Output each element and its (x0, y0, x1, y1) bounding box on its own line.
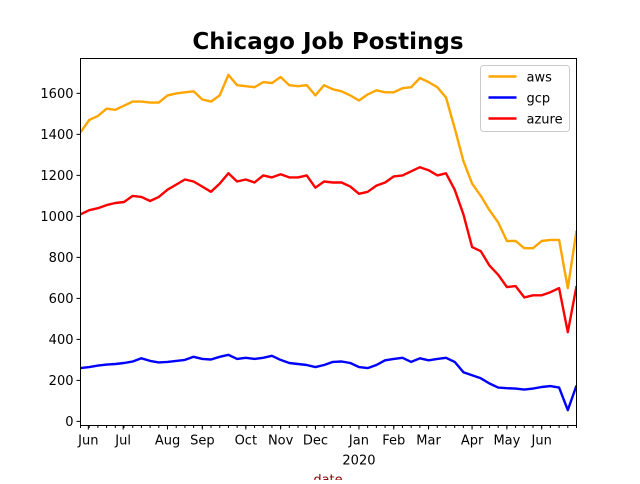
x-tick-label: May (493, 434, 520, 449)
x-tick-label: Sep (190, 434, 215, 449)
series-line-azure (80, 165, 577, 334)
legend-label-azure: azure (527, 113, 563, 128)
y-tick-label: 200 (49, 374, 74, 389)
y-tick-label: 800 (49, 251, 74, 266)
x-tick-label: Jun (77, 434, 98, 449)
x-axis-label: date (313, 473, 342, 480)
y-tick-label: 600 (49, 292, 74, 307)
x-tick-label: Oct (235, 434, 257, 449)
x-tick-label: Nov (268, 434, 294, 449)
y-tick-label: 1600 (40, 87, 73, 102)
x-tick-label: Jan (348, 434, 369, 449)
series-line-aws (80, 73, 577, 290)
y-tick-label: 0 (65, 415, 73, 430)
x-tick-label: Feb (382, 434, 405, 449)
legend-label-gcp: gcp (527, 92, 551, 107)
y-tick-label: 1200 (40, 169, 73, 184)
legend-label-aws: aws (527, 71, 553, 86)
series-line-gcp (80, 353, 577, 412)
x-tick-label: Aug (155, 434, 180, 449)
x-tick-label: Jun (531, 434, 552, 449)
chart-title: Chicago Job Postings (192, 29, 463, 55)
y-tick-label: 1000 (40, 210, 73, 225)
legend-box (480, 65, 570, 132)
x-tick-sublabel: 2020 (342, 454, 375, 469)
y-tick-label: 1400 (40, 128, 73, 143)
x-tick-label: Apr (461, 434, 484, 449)
plot-frame (80, 58, 577, 426)
x-tick-label: Mar (416, 434, 441, 449)
x-tick-label: Jul (114, 434, 131, 449)
y-tick-label: 400 (49, 333, 74, 348)
x-tick-label: Dec (303, 434, 328, 449)
